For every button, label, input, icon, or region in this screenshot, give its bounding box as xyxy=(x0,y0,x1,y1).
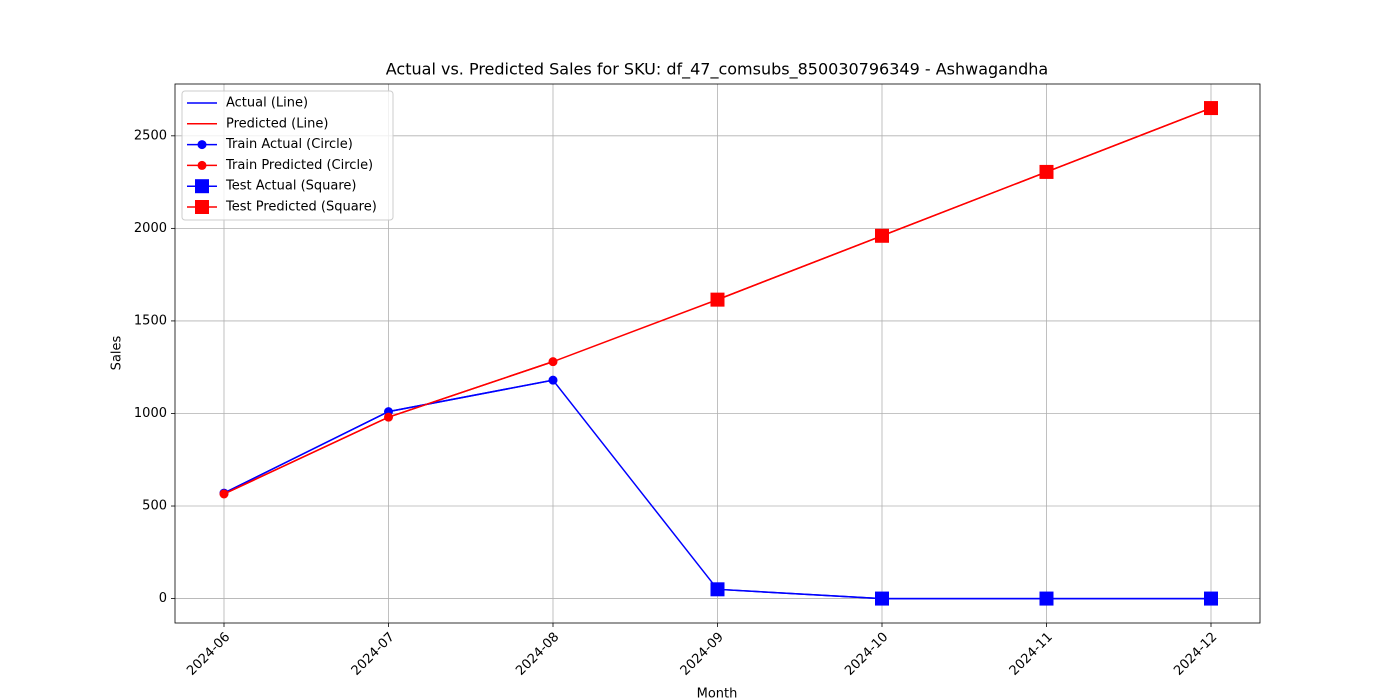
point xyxy=(710,292,725,307)
y-tick-label: 1500 xyxy=(134,313,167,328)
legend-label: Train Predicted (Circle) xyxy=(225,158,373,173)
legend-marker xyxy=(195,179,209,194)
y-axis-label: Sales xyxy=(110,335,125,370)
x-tick-label: 2024-09 xyxy=(678,630,727,679)
y-tick-label: 500 xyxy=(142,499,167,514)
point xyxy=(1204,591,1218,606)
x-tick-label: 2024-06 xyxy=(184,630,233,679)
plot-frame xyxy=(174,83,1261,624)
legend-label: Predicted (Line) xyxy=(226,116,328,131)
y-tick-label: 2500 xyxy=(134,128,167,143)
legend-marker xyxy=(197,160,207,170)
legend-marker xyxy=(197,140,207,150)
point xyxy=(548,375,558,385)
point xyxy=(548,357,558,367)
x-tick-label: 2024-08 xyxy=(513,630,562,679)
x-tick-label: 2024-11 xyxy=(1007,630,1056,679)
series-line xyxy=(717,588,1211,600)
point xyxy=(1204,101,1218,116)
point xyxy=(1039,164,1054,179)
legend-marker xyxy=(195,200,209,214)
x-tick-label: 2024-12 xyxy=(1171,630,1220,679)
legend-label: Test Predicted (Square) xyxy=(225,200,377,215)
legend-label: Actual (Line) xyxy=(226,96,308,111)
point xyxy=(384,412,393,422)
legend-label: Train Actual (Circle) xyxy=(225,137,353,152)
point xyxy=(710,582,725,597)
point xyxy=(1039,591,1054,606)
point xyxy=(875,228,889,243)
point xyxy=(875,591,889,606)
y-tick-label: 2000 xyxy=(134,221,167,236)
legend-label: Test Actual (Square) xyxy=(225,179,357,194)
legend-box xyxy=(181,90,394,221)
x-tick-label: 2024-10 xyxy=(842,630,891,679)
y-tick-label: 0 xyxy=(159,591,167,606)
point xyxy=(219,489,229,499)
chart-title: Actual vs. Predicted Sales for SKU: df_4… xyxy=(386,60,1048,80)
x-tick-label: 2024-07 xyxy=(349,630,398,679)
y-tick-label: 1000 xyxy=(134,406,167,421)
series-line xyxy=(717,107,1212,301)
x-axis-label: Month xyxy=(697,687,738,700)
